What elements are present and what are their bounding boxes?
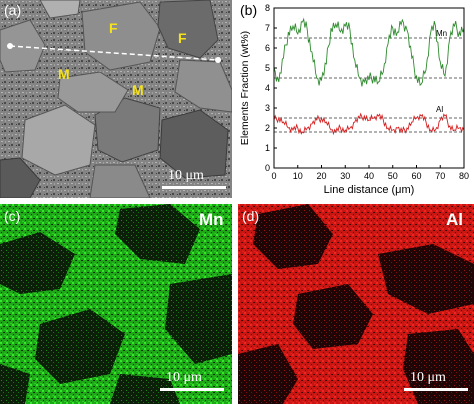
panel-b-chart: 0 10 20 30 40 50 60 70 80 0 1 2 3 4 5 6 7 8 Line distance …: [236, 0, 474, 198]
scale-bar-a: [162, 186, 226, 189]
series-label-al: Al: [436, 105, 443, 114]
sem-micrograph: [0, 0, 232, 198]
line-scan-chart: 0 10 20 30 40 50 60 70 80 0 1 2 3 4 5 6 7 8 Line distance …: [239, 3, 469, 196]
series-line-mn: [273, 17, 465, 87]
x-tick-label-5: 50: [388, 171, 398, 181]
x-tick-label-8: 80: [459, 171, 469, 181]
x-tick-label-2: 20: [316, 171, 326, 181]
x-tick-label-3: 30: [340, 171, 350, 181]
y-tick-label-2: 2: [265, 123, 270, 133]
x-tick-label-0: 0: [271, 171, 276, 181]
phase-label-martensite-2: M: [132, 82, 144, 98]
x-axis-label: Line distance (μm): [324, 184, 415, 196]
scale-bar-c-text: 10 μm: [166, 370, 202, 385]
element-label-al: Al: [446, 210, 463, 229]
panel-d-al-map: (d) Al 10 μm: [238, 204, 474, 404]
scale-bar-a-text: 10 μm: [168, 168, 204, 183]
phase-label-ferrite-1: F: [109, 20, 118, 36]
y-tick-label-6: 6: [265, 43, 270, 53]
panel-d-label: (d): [242, 208, 260, 224]
y-tick-label-7: 7: [265, 23, 270, 33]
phase-label-ferrite-2: F: [178, 30, 187, 46]
x-tick-label-7: 70: [435, 171, 445, 181]
series-line-al: [273, 112, 465, 136]
y-tick-label-1: 1: [265, 143, 270, 153]
scale-bar-c: [160, 388, 224, 391]
line-scan-start-marker: [7, 43, 13, 49]
mn-distribution-map: [0, 204, 232, 404]
panel-a-sem-image: (a) F F M M 10 μm: [0, 0, 232, 198]
y-tick-label-3: 3: [265, 103, 270, 113]
phase-label-martensite-1: M: [58, 66, 70, 82]
panel-c-label: (c): [4, 208, 21, 224]
y-tick-label-0: 0: [265, 163, 270, 173]
y-axis-label: Elements Fraction (wt%): [239, 31, 251, 145]
x-tick-label-1: 10: [293, 171, 303, 181]
element-label-mn: Mn: [199, 210, 224, 229]
line-scan-end-marker: [215, 57, 221, 63]
y-tick-label-5: 5: [265, 63, 270, 73]
scale-bar-d: [404, 388, 468, 391]
panel-a-label: (a): [4, 2, 22, 18]
series-label-mn: Mn: [436, 29, 447, 38]
panel-b-label: (b): [240, 2, 258, 18]
y-tick-label-8: 8: [265, 3, 270, 13]
x-tick-label-4: 40: [364, 171, 374, 181]
line-scan-path: [9, 45, 219, 61]
al-distribution-map: [238, 204, 474, 404]
scale-bar-d-text: 10 μm: [410, 370, 446, 385]
x-tick-label-6: 60: [411, 171, 421, 181]
y-tick-label-4: 4: [265, 83, 270, 93]
panel-c-mn-map: (c) Mn 10 μm: [0, 204, 232, 404]
